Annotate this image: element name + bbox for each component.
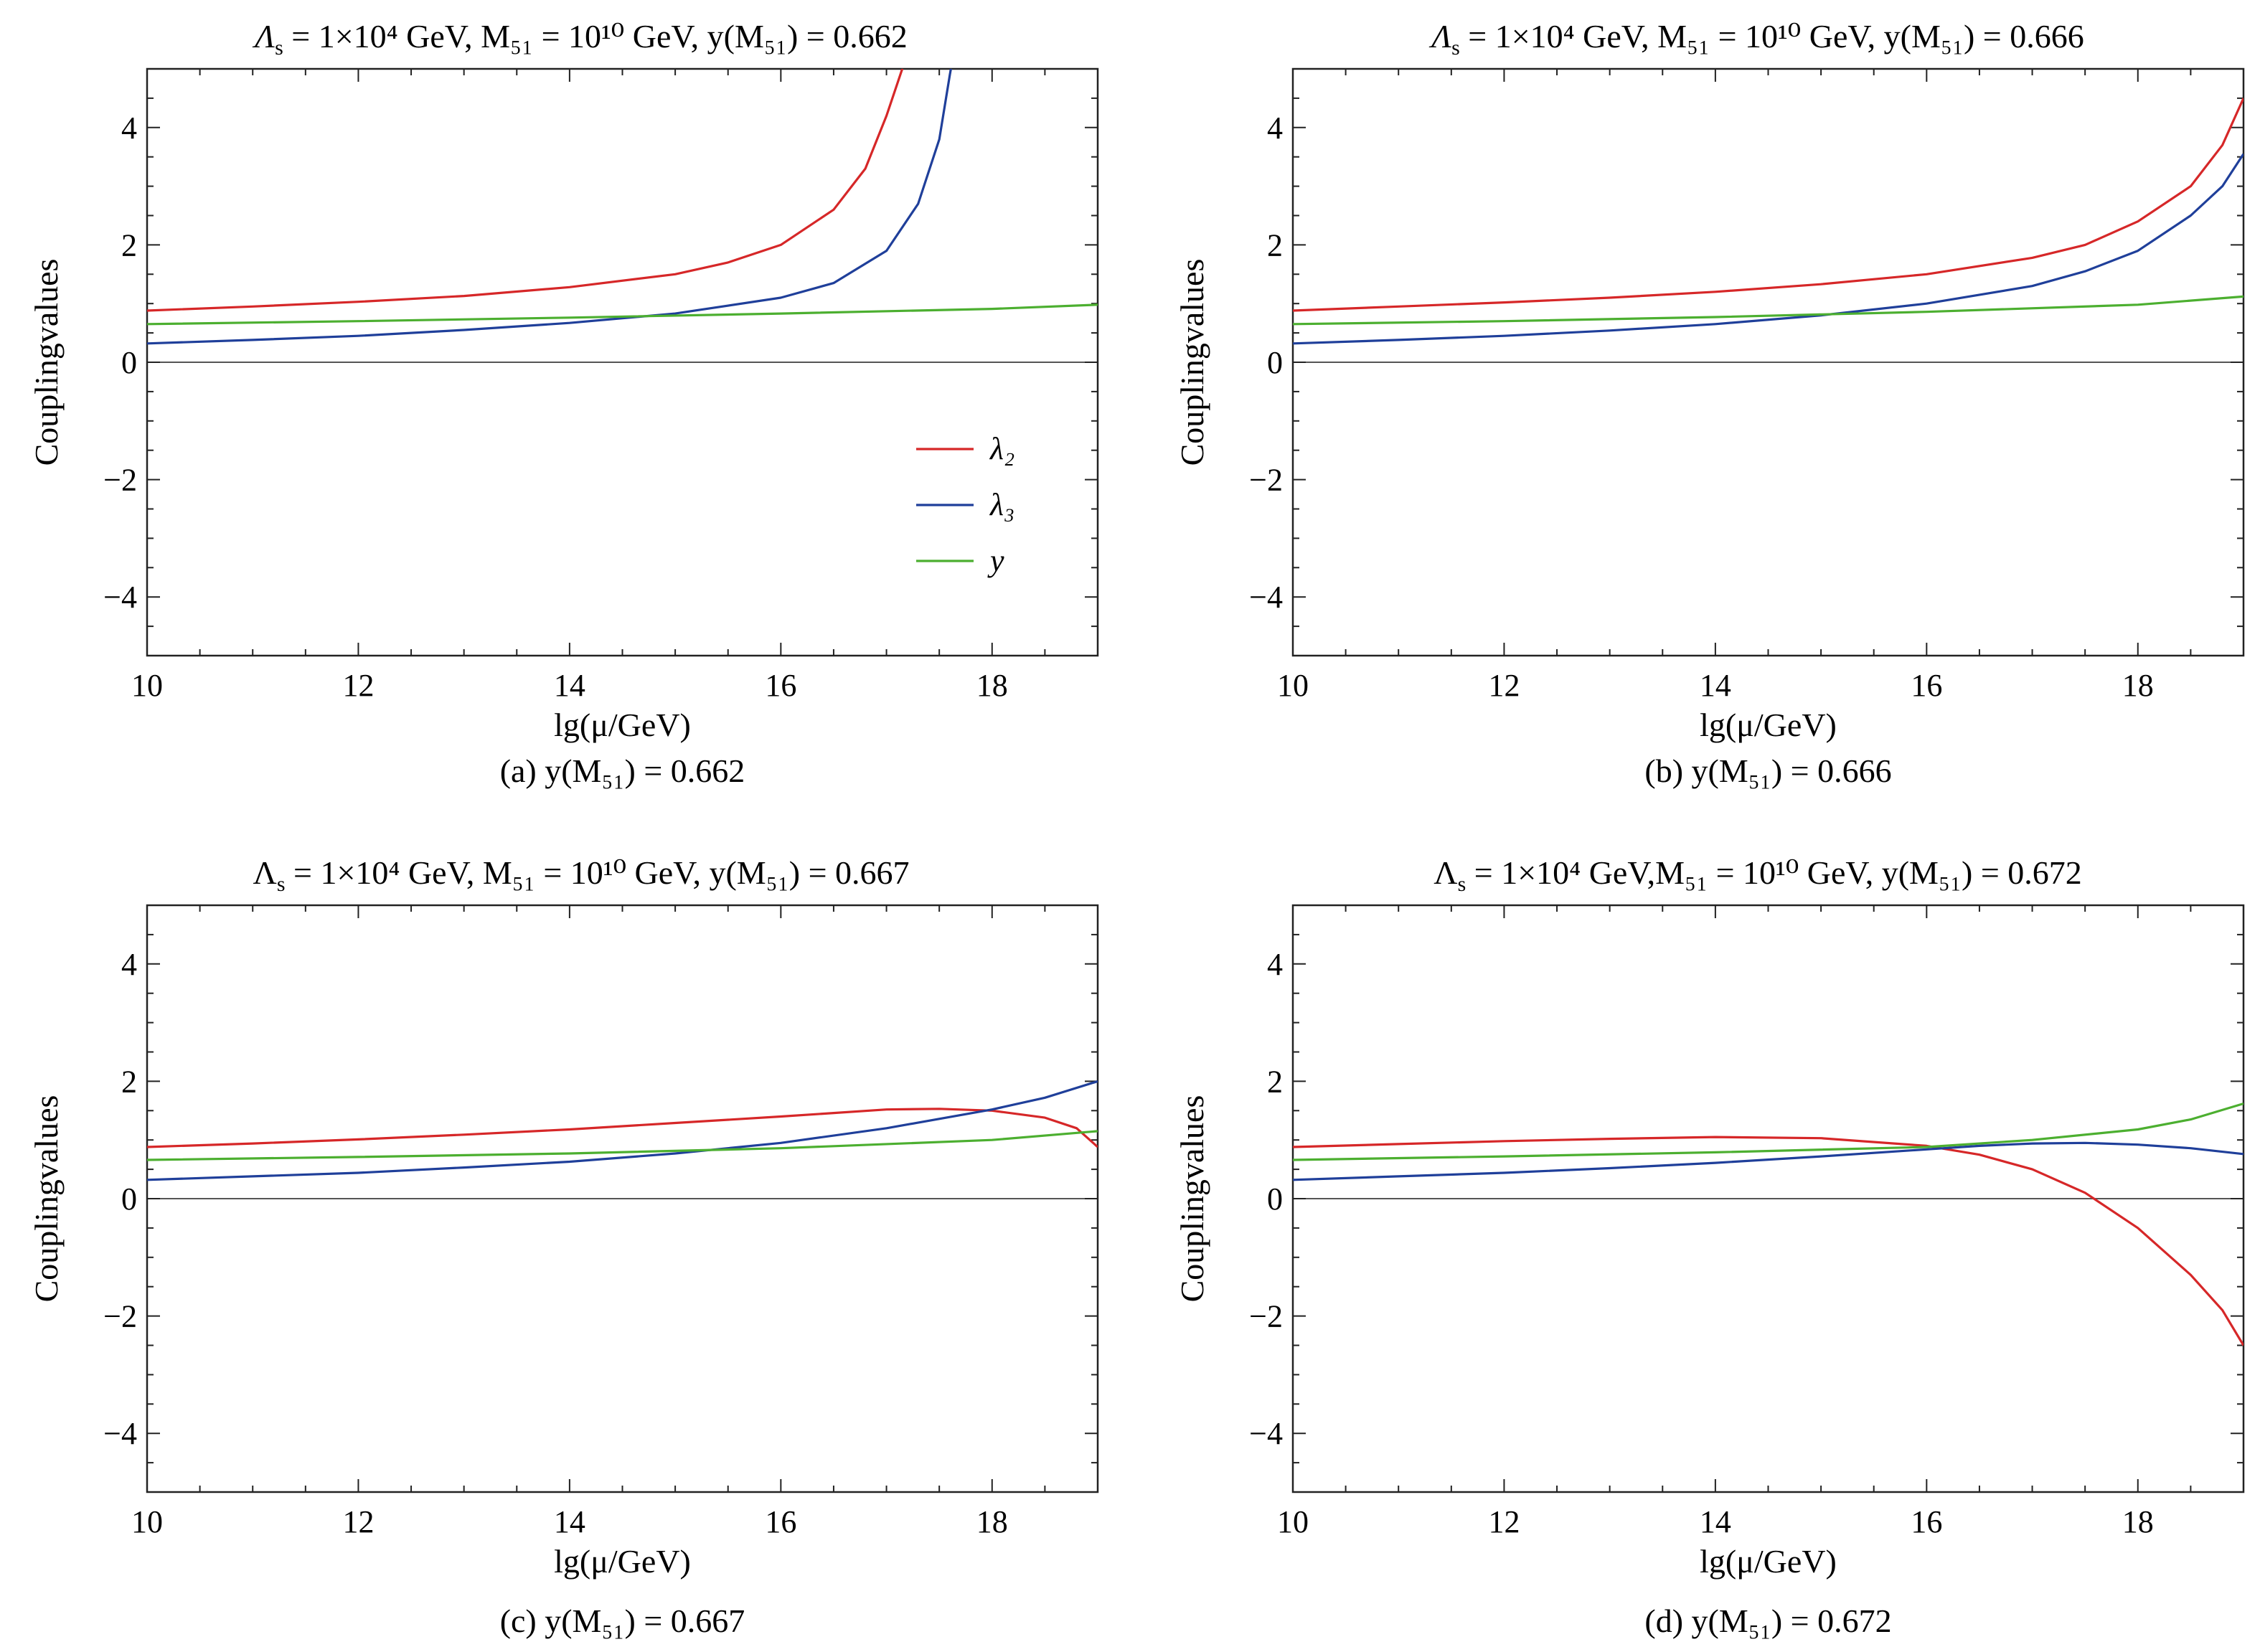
x-tick-label: 12: [342, 1504, 374, 1539]
y-tick-label: −2: [103, 463, 137, 498]
legend-label-3: y: [987, 543, 1004, 578]
series-line-1: [147, 69, 904, 312]
y-tick-label: 2: [121, 227, 137, 263]
y-tick-label: 4: [1267, 947, 1283, 982]
y-tick-label: −4: [103, 1416, 137, 1451]
x-tick-label: 14: [1700, 1504, 1731, 1539]
panel-caption: (b) y(M₅₁) = 0.666: [1644, 752, 1891, 789]
series-line-1: [1293, 1136, 2243, 1346]
x-tick-label: 16: [1911, 1504, 1942, 1539]
x-tick-label: 18: [976, 668, 1008, 703]
series-line-3: [147, 1130, 1098, 1161]
chart-panel-4: 10 12 14 16 18 −4 −2 0 2 4 lg(μ/GeV) Couplingvalues…: [1174, 854, 2245, 1639]
legend: λ₂ λ₃ y: [916, 431, 1014, 578]
y-tick-label: 4: [121, 110, 137, 146]
y-axis-label: Couplingvalues: [1174, 259, 1210, 466]
series-line-2: [1293, 153, 2243, 345]
chart-panel-2: 10 12 14 16 18 −4 −2 0 2 4 lg(μ/GeV) Couplingvalues…: [1174, 18, 2245, 789]
y-tick-label: 0: [121, 1181, 137, 1217]
chart-title: Λs = 1×10⁴ GeV,M₅₁ = 10¹⁰ GeV, y(M₅₁) = …: [1433, 854, 2082, 896]
x-axis-label: lg(μ/GeV): [554, 1543, 691, 1580]
y-tick-label: 2: [121, 1064, 137, 1099]
panel-caption: (c) y(M₅₁) = 0.667: [500, 1603, 745, 1639]
x-tick-label: 10: [1277, 1504, 1309, 1539]
series-line-1: [147, 1108, 1098, 1148]
y-tick-label: 0: [1267, 345, 1283, 380]
series-line-2: [147, 69, 952, 345]
series-line-3: [1293, 295, 2243, 326]
x-tick-label: 10: [131, 668, 163, 703]
x-tick-label: 10: [1277, 668, 1309, 703]
y-tick-label: 2: [1267, 1064, 1283, 1099]
y-tick-label: −4: [103, 580, 137, 615]
panel-caption: (d) y(M₅₁) = 0.672: [1644, 1603, 1891, 1639]
series-line-2: [147, 1080, 1098, 1181]
series-line-3: [147, 303, 1098, 326]
y-axis-label: Couplingvalues: [28, 259, 65, 466]
y-tick-label: 0: [121, 345, 137, 380]
panel-caption: (a) y(M₅₁) = 0.662: [500, 752, 745, 789]
x-axis-label: lg(μ/GeV): [554, 707, 691, 743]
series-line-2: [1293, 1141, 2243, 1181]
y-axis-label: Couplingvalues: [1174, 1095, 1210, 1303]
chart-panel-1: 10 12 14 16 18 −4 −2 0 2 4 lg(μ/GeV) Couplingvalues…: [28, 18, 1099, 789]
y-tick-label: 2: [1267, 227, 1283, 263]
x-tick-label: 12: [1488, 668, 1520, 703]
chart-panel-3: 10 12 14 16 18 −4 −2 0 2 4 lg(μ/GeV) Couplingvalues…: [28, 854, 1099, 1639]
series-line-1: [1293, 98, 2243, 312]
x-tick-label: 12: [342, 668, 374, 703]
chart-title: Λs = 1×10⁴ GeV, M₅₁ = 10¹⁰ GeV, y(M₅₁) =…: [252, 18, 907, 60]
x-tick-label: 10: [131, 1504, 163, 1539]
y-axis-label: Couplingvalues: [28, 1095, 65, 1303]
x-axis-label: lg(μ/GeV): [1700, 707, 1837, 743]
y-tick-label: −4: [1249, 580, 1283, 615]
y-tick-label: 4: [121, 947, 137, 982]
y-tick-label: 4: [1267, 110, 1283, 146]
series-line-3: [1293, 1102, 2243, 1161]
x-tick-label: 12: [1488, 1504, 1520, 1539]
x-tick-label: 16: [1911, 668, 1942, 703]
x-tick-label: 18: [976, 1504, 1008, 1539]
x-tick-label: 16: [765, 1504, 796, 1539]
y-tick-label: −4: [1249, 1416, 1283, 1451]
y-tick-label: −2: [103, 1299, 137, 1334]
y-tick-label: −2: [1249, 1299, 1283, 1334]
chart-title: Λs = 1×10⁴ GeV, M₅₁ = 10¹⁰ GeV, y(M₅₁) =…: [253, 854, 909, 896]
legend-label-1: λ₂: [989, 431, 1014, 466]
y-tick-label: −2: [1249, 463, 1283, 498]
x-tick-label: 14: [1700, 668, 1731, 703]
x-tick-label: 14: [554, 668, 585, 703]
x-axis-label: lg(μ/GeV): [1700, 1543, 1837, 1580]
legend-label-2: λ₃: [989, 487, 1014, 522]
x-tick-label: 14: [554, 1504, 585, 1539]
y-tick-label: 0: [1267, 1181, 1283, 1217]
x-tick-label: 18: [2122, 1504, 2154, 1539]
chart-title: Λs = 1×10⁴ GeV, M₅₁ = 10¹⁰ GeV, y(M₅₁) =…: [1428, 18, 2084, 60]
x-tick-label: 18: [2122, 668, 2154, 703]
x-tick-label: 16: [765, 668, 796, 703]
